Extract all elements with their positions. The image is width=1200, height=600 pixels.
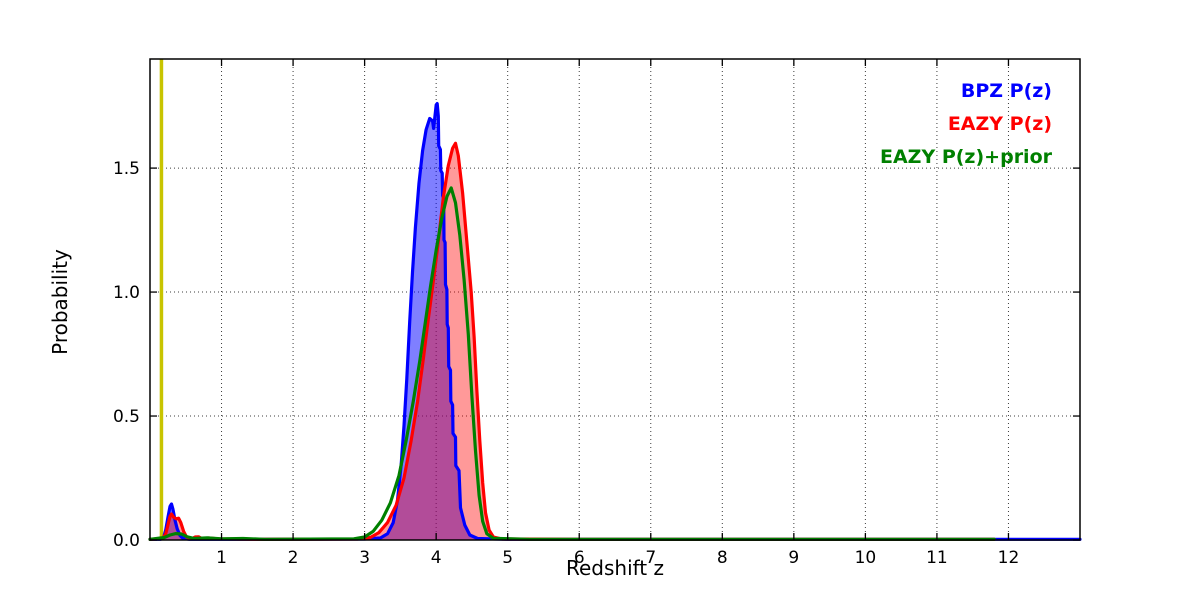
legend: BPZ P(z) EAZY P(z) EAZY P(z)+prior — [880, 75, 1052, 174]
gridlines — [150, 59, 1080, 540]
x-tick-label: 4 — [431, 548, 442, 568]
y-axis-label: Probability — [48, 249, 72, 355]
tick-marks — [150, 59, 1080, 541]
x-tick-label: 12 — [998, 548, 1020, 568]
bpz-line — [148, 102, 1082, 541]
x-tick-label: 9 — [788, 548, 799, 568]
x-tick-label: 2 — [288, 548, 299, 568]
x-tick-label: 1 — [216, 548, 227, 568]
x-tick-label: 5 — [502, 548, 513, 568]
eazy-line — [148, 141, 996, 541]
legend-entry-2: EAZY P(z)+prior — [879, 146, 1052, 168]
y-tick-label: 0.0 — [113, 531, 140, 551]
x-tick-label: 6 — [574, 548, 585, 568]
x-tick-label: 7 — [645, 548, 656, 568]
x-tick-label: 3 — [359, 548, 370, 568]
tick-labels: 1 2 3 4 5 6 7 8 9 10 11 120.00.51.01.5 — [113, 159, 1019, 568]
legend-entry-1: EAZY P(z) — [947, 113, 1052, 135]
y-tick-label: 1.5 — [113, 159, 140, 179]
x-tick-label: 10 — [855, 548, 877, 568]
eazy-fill — [150, 143, 995, 541]
eazy-prior-line — [148, 186, 996, 541]
legend-entry-0: BPZ P(z) — [960, 80, 1052, 102]
axes-frame — [149, 58, 1081, 541]
x-tick-label: 11 — [926, 548, 948, 568]
y-tick-label: 1.0 — [113, 283, 140, 303]
y-tick-label: 0.5 — [113, 407, 140, 427]
x-axis-label: Redshift z — [565, 556, 665, 580]
x-tick-label: 8 — [717, 548, 728, 568]
